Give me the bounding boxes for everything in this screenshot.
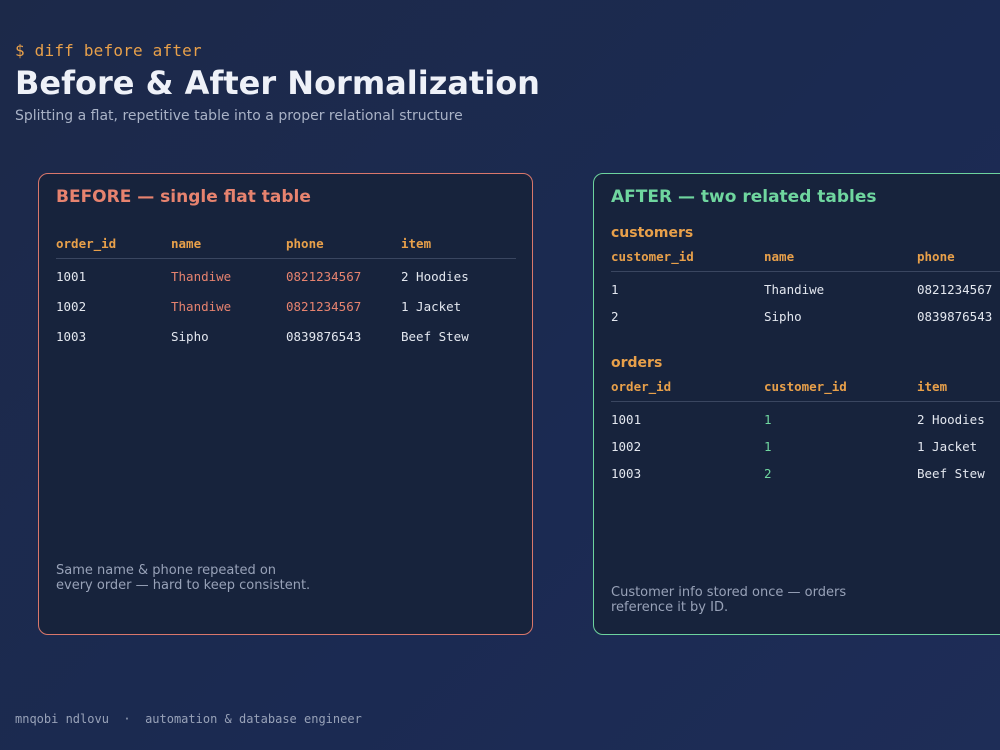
terminal-prompt: $ diff before after <box>15 41 202 60</box>
table-row: 1003 Sipho 0839876543 Beef Stew <box>56 319 516 349</box>
page-title: Before & After Normalization <box>15 64 540 102</box>
before-panel-title: BEFORE — single flat table <box>56 187 311 207</box>
column-header: order_id <box>611 379 672 394</box>
table-cell: 1 Jacket <box>401 299 462 314</box>
table-cell: 1 Jacket <box>917 439 978 454</box>
page-subtitle: Splitting a flat, repetitive table into … <box>15 108 463 124</box>
table-cell: Beef Stew <box>401 329 469 344</box>
table-row: 1 Thandiwe 0821234567 <box>611 272 1000 299</box>
table-cell: 0839876543 <box>917 309 993 324</box>
table-header: order_id customer_id item <box>611 373 1000 402</box>
note-line: reference it by ID. <box>611 600 729 615</box>
column-header: item <box>917 379 948 394</box>
column-header: name <box>764 249 795 264</box>
table-cell-foreign-key: 1 <box>764 439 772 454</box>
footer: mnqobi ndlovu · automation & database en… <box>15 712 362 726</box>
table-cell: 2 Hoodies <box>917 412 985 427</box>
table-cell: 0839876543 <box>286 329 362 344</box>
column-header: phone <box>917 249 955 264</box>
flat-table: order_id name phone item 1001 Thandiwe 0… <box>56 230 516 349</box>
note-line: every order — hard to keep consistent. <box>56 578 311 593</box>
before-panel: BEFORE — single flat table order_id name… <box>38 173 533 635</box>
footer-role: automation & database engineer <box>145 712 362 726</box>
table-cell: 1003 <box>611 466 642 481</box>
before-note: Same name & phone repeated on every orde… <box>56 563 356 593</box>
column-header: customer_id <box>764 379 847 394</box>
orders-table-title: orders <box>611 355 663 371</box>
table-cell: Sipho <box>171 329 209 344</box>
after-panel: AFTER — two related tables customers cus… <box>593 173 1000 635</box>
table-cell-foreign-key: 2 <box>764 466 772 481</box>
table-row: 2 Sipho 0839876543 <box>611 299 1000 326</box>
footer-separator: · <box>123 712 131 726</box>
orders-table: order_id customer_id item 1001 1 2 Hoodi… <box>611 373 1000 483</box>
table-header: order_id name phone item <box>56 230 516 259</box>
column-header: name <box>171 236 202 251</box>
table-cell: 0821234567 <box>917 282 993 297</box>
table-cell: 1001 <box>611 412 642 427</box>
column-header: customer_id <box>611 249 694 264</box>
table-cell: Sipho <box>764 309 802 324</box>
note-line: Same name & phone repeated on <box>56 563 277 578</box>
customers-table-title: customers <box>611 225 694 241</box>
table-cell-duplicate: 0821234567 <box>286 269 362 284</box>
table-cell-duplicate: 0821234567 <box>286 299 362 314</box>
column-header: item <box>401 236 432 251</box>
table-row: 1002 1 1 Jacket <box>611 429 1000 456</box>
table-cell: 1003 <box>56 329 87 344</box>
table-cell: 1001 <box>56 269 87 284</box>
table-cell: 2 <box>611 309 619 324</box>
table-cell: Beef Stew <box>917 466 985 481</box>
table-cell: Thandiwe <box>764 282 825 297</box>
table-cell: 1 <box>611 282 619 297</box>
after-panel-title: AFTER — two related tables <box>611 187 877 207</box>
table-row: 1002 Thandiwe 0821234567 1 Jacket <box>56 289 516 319</box>
table-cell: 2 Hoodies <box>401 269 469 284</box>
customers-table: customer_id name phone 1 Thandiwe 082123… <box>611 243 1000 326</box>
note-line: Customer info stored once — orders <box>611 585 847 600</box>
after-note: Customer info stored once — orders refer… <box>611 585 911 615</box>
footer-author: mnqobi ndlovu <box>15 712 109 726</box>
table-cell-duplicate: Thandiwe <box>171 299 232 314</box>
table-cell-duplicate: Thandiwe <box>171 269 232 284</box>
table-row: 1001 Thandiwe 0821234567 2 Hoodies <box>56 259 516 289</box>
table-cell: 1002 <box>611 439 642 454</box>
column-header: phone <box>286 236 324 251</box>
table-cell: 1002 <box>56 299 87 314</box>
table-row: 1001 1 2 Hoodies <box>611 402 1000 429</box>
table-cell-foreign-key: 1 <box>764 412 772 427</box>
column-header: order_id <box>56 236 117 251</box>
table-row: 1003 2 Beef Stew <box>611 456 1000 483</box>
table-header: customer_id name phone <box>611 243 1000 272</box>
